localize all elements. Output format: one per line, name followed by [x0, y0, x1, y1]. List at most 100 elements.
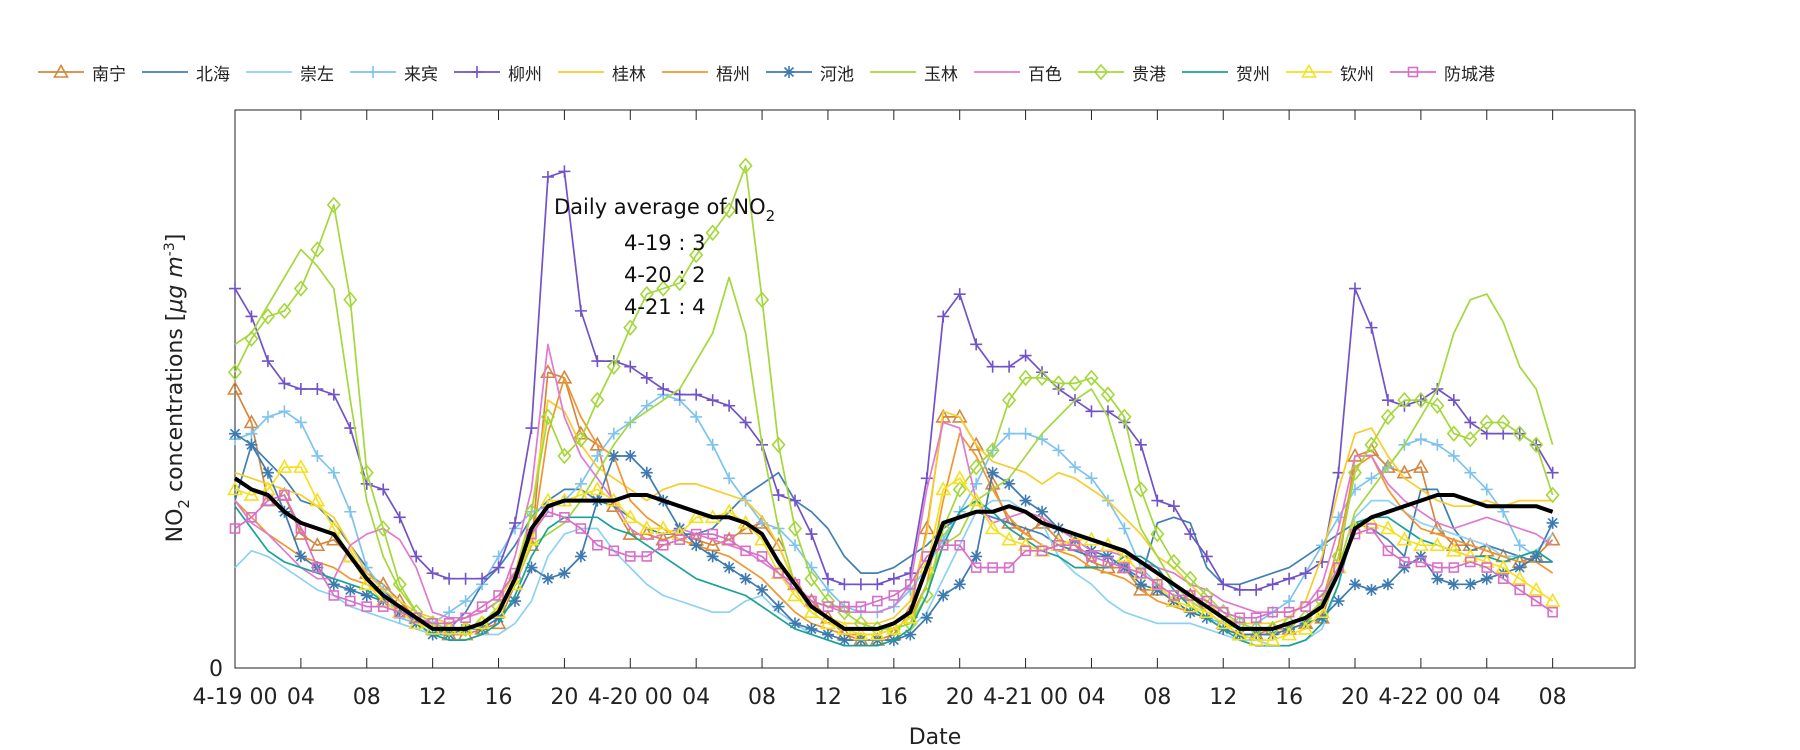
data-point [1445, 542, 1462, 557]
data-point [1069, 461, 1081, 474]
data-point [243, 414, 260, 429]
data-point [640, 371, 653, 384]
x-axis-label: Date [909, 725, 962, 750]
series-贵港 [227, 157, 1560, 638]
data-point [227, 380, 243, 395]
legend-swatch [38, 63, 84, 78]
x-tick-label: 20 [946, 685, 974, 710]
data-point [590, 391, 605, 409]
data-point [606, 358, 621, 375]
annotation-line-1: 4-19 : 3 [624, 231, 705, 255]
data-point [804, 570, 819, 587]
data-point [243, 486, 260, 501]
data-point [1415, 556, 1427, 568]
data-point [1332, 466, 1345, 479]
x-tick-label: 20 [550, 685, 578, 710]
x-tick-label: 04 [682, 685, 710, 710]
data-point [1003, 427, 1016, 440]
data-point [1086, 551, 1097, 562]
data-point [1464, 466, 1477, 479]
data-point [1003, 562, 1015, 573]
series-line [234, 499, 1554, 647]
data-point [1133, 481, 1148, 498]
data-point [309, 492, 326, 507]
data-point [1199, 587, 1214, 604]
data-point [1382, 545, 1394, 557]
data-point [327, 388, 340, 401]
series-贺州 [234, 499, 1554, 647]
legend-swatch [870, 71, 916, 73]
data-point [904, 628, 917, 641]
data-point [984, 520, 1001, 535]
data-point [460, 612, 471, 624]
data-point [589, 481, 606, 496]
data-point [245, 427, 258, 440]
data-point [640, 399, 653, 412]
data-point [838, 634, 851, 647]
data-point [1183, 570, 1198, 587]
x-tick-label: 12 [1209, 685, 1237, 710]
data-point [277, 302, 292, 320]
x-tick-label: 4-20 00 [588, 685, 673, 710]
legend-item: 玉林 [868, 60, 958, 85]
legend-marker [53, 63, 69, 78]
data-point [1463, 430, 1478, 448]
legend-swatch [1286, 63, 1332, 78]
data-point [1018, 369, 1033, 387]
data-point [1299, 567, 1312, 580]
data-point [1052, 444, 1065, 457]
data-point [655, 520, 672, 535]
data-point [756, 583, 769, 596]
data-point [492, 561, 505, 574]
data-point [986, 466, 999, 479]
data-point [359, 464, 374, 481]
data-point [327, 578, 340, 591]
data-point [723, 561, 736, 574]
series-line [234, 164, 1554, 630]
data-point [1036, 505, 1049, 518]
data-point [1332, 511, 1345, 524]
data-point [1036, 366, 1049, 379]
data-point [1316, 539, 1329, 552]
data-point [1365, 321, 1378, 334]
data-point [706, 394, 719, 407]
data-point [690, 539, 703, 552]
data-point [1347, 464, 1363, 481]
data-point [278, 405, 291, 418]
legend: 南宁 北海 崇左 来宾 柳州 桂林 梧州 河池 玉林 百色 贵港 贺州 钦州 防城港 [36, 58, 1509, 86]
series-防城港 [229, 489, 1558, 629]
data-point [1364, 436, 1379, 454]
data-point [1215, 615, 1232, 630]
data-point [591, 449, 604, 462]
series-line [234, 494, 1554, 625]
data-point [540, 408, 555, 426]
data-point [690, 410, 703, 423]
data-point [261, 466, 274, 479]
data-point [278, 377, 291, 390]
data-point [1448, 562, 1460, 573]
x-tick-label: 08 [353, 685, 381, 710]
data-point [312, 562, 323, 573]
data-point [869, 626, 886, 641]
data-point [392, 576, 407, 593]
data-point [1413, 537, 1429, 552]
series-layer [227, 157, 1561, 647]
data-point [558, 165, 571, 178]
x-tick-label: 08 [1539, 685, 1567, 710]
legend-swatch [558, 71, 604, 73]
data-point [953, 578, 966, 591]
data-point [575, 523, 587, 534]
legend-swatch [974, 71, 1020, 73]
data-point [672, 274, 687, 292]
data-point [589, 436, 606, 451]
data-point [410, 550, 423, 563]
legend-swatch [1078, 63, 1124, 81]
data-point [771, 436, 786, 454]
data-point [1447, 449, 1460, 462]
data-point [1430, 397, 1445, 414]
data-point [311, 449, 324, 462]
data-point [541, 572, 554, 585]
data-point [789, 539, 801, 552]
data-point [656, 280, 671, 297]
